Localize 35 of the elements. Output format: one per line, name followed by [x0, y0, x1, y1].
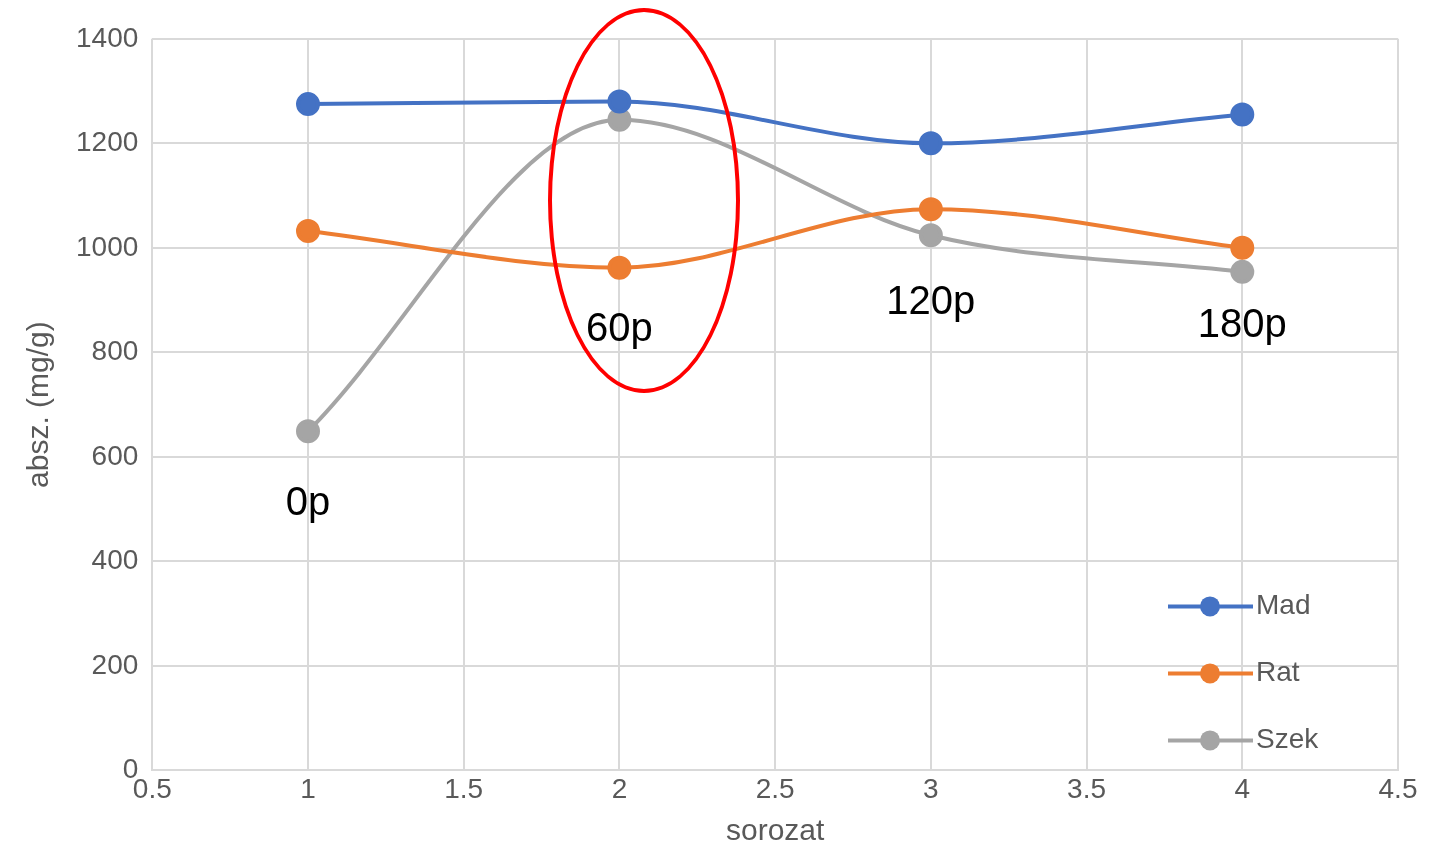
x-tick-label: 2.5	[755, 772, 795, 804]
annotation: 120p	[886, 278, 976, 323]
annotation: 180p	[1197, 301, 1287, 346]
legend-label: Szek	[1256, 723, 1320, 755]
y-tick-label: 200	[91, 648, 139, 680]
point	[607, 89, 632, 114]
x-tick-label: 3.5	[1067, 772, 1107, 804]
point	[296, 219, 320, 244]
y-tick-label: 800	[91, 335, 139, 367]
point	[1230, 102, 1255, 127]
x-tick-label: 1	[300, 772, 316, 804]
point	[607, 255, 632, 280]
annotation: 0p	[285, 478, 331, 523]
point	[1230, 259, 1255, 284]
y-tick-label: 1400	[75, 21, 139, 53]
y-tick-label: 1000	[75, 230, 139, 262]
x-tick-label: 1.5	[444, 772, 484, 804]
x-tick-label: 4.5	[1378, 772, 1418, 804]
point	[918, 131, 943, 156]
annotation: 60p	[586, 304, 653, 349]
legend-label: Rat	[1256, 656, 1300, 688]
x-axis-title: sorozat	[725, 813, 825, 847]
point	[296, 92, 320, 117]
point	[1230, 235, 1255, 260]
y-tick-label: 1200	[75, 126, 139, 158]
y-axis-title: absz. (mg/g)	[21, 321, 55, 488]
legend-label: Mad	[1256, 589, 1311, 621]
y-tick-label: 600	[91, 439, 139, 471]
point	[918, 223, 943, 248]
x-tick-label: 4	[1234, 772, 1251, 804]
x-tick-label: 2	[611, 772, 628, 804]
point	[918, 197, 943, 222]
point	[296, 419, 320, 444]
x-tick-label: 3	[923, 772, 939, 804]
y-tick-label: 400	[91, 544, 139, 576]
